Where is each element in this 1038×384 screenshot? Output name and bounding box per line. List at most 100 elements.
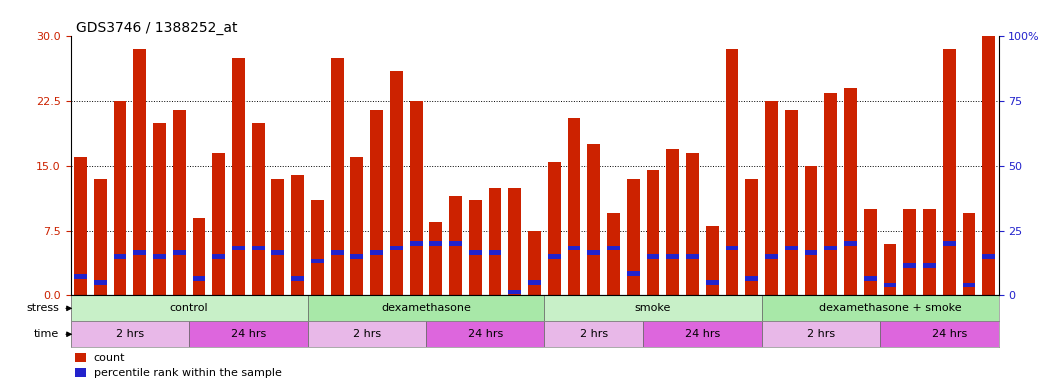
Bar (607, 214, 620, 295)
Bar (923, 209, 936, 295)
Text: 2 hrs: 2 hrs (353, 329, 381, 339)
Bar (311, 200, 324, 295)
Bar (172, 110, 186, 295)
Bar (607, 246, 620, 250)
Bar (883, 243, 897, 295)
Bar (307, 295, 545, 321)
Bar (647, 170, 659, 295)
Bar (864, 209, 877, 295)
Bar (726, 50, 738, 295)
Text: 2 hrs: 2 hrs (807, 329, 835, 339)
Text: percentile rank within the sample: percentile rank within the sample (93, 368, 281, 378)
Bar (71, 295, 307, 321)
Bar (548, 162, 561, 295)
Bar (844, 241, 857, 246)
Bar (962, 214, 976, 295)
Bar (568, 119, 580, 295)
Bar (864, 276, 877, 281)
Bar (943, 50, 956, 295)
Bar (903, 209, 917, 295)
Bar (548, 254, 561, 259)
Bar (686, 153, 699, 295)
Bar (785, 110, 797, 295)
Bar (331, 250, 344, 255)
Text: 2 hrs: 2 hrs (580, 329, 608, 339)
Bar (923, 263, 936, 268)
Bar (133, 50, 146, 295)
Bar (93, 280, 107, 285)
Bar (75, 353, 86, 362)
Bar (449, 241, 462, 246)
Bar (762, 321, 880, 347)
Bar (430, 241, 442, 246)
Bar (430, 222, 442, 295)
Bar (307, 321, 426, 347)
Bar (627, 271, 639, 276)
Bar (528, 280, 541, 285)
Bar (982, 36, 995, 295)
Bar (113, 254, 127, 259)
Text: 24 hrs: 24 hrs (467, 329, 502, 339)
Bar (74, 274, 87, 279)
Bar (252, 123, 265, 295)
Bar (74, 157, 87, 295)
Bar (726, 246, 738, 250)
Bar (390, 71, 403, 295)
Bar (469, 250, 482, 255)
Bar (390, 246, 403, 250)
Bar (272, 250, 284, 255)
Bar (331, 58, 344, 295)
Bar (545, 295, 762, 321)
Bar (883, 283, 897, 288)
Bar (351, 157, 363, 295)
Bar (71, 321, 189, 347)
Bar (785, 246, 797, 250)
Text: 2 hrs: 2 hrs (116, 329, 144, 339)
Text: count: count (93, 353, 126, 363)
Text: smoke: smoke (635, 303, 672, 313)
Bar (489, 250, 501, 255)
Bar (410, 241, 422, 246)
Bar (489, 187, 501, 295)
Bar (153, 123, 166, 295)
Bar (745, 276, 758, 281)
Bar (880, 321, 1018, 347)
Bar (666, 254, 679, 259)
Bar (588, 144, 600, 295)
Bar (844, 88, 857, 295)
Bar (647, 254, 659, 259)
Bar (706, 226, 718, 295)
Bar (192, 218, 206, 295)
Bar (765, 254, 777, 259)
Bar (903, 263, 917, 268)
Bar (351, 254, 363, 259)
Bar (231, 58, 245, 295)
Bar (644, 321, 762, 347)
Bar (189, 321, 307, 347)
Text: stress: stress (27, 303, 59, 313)
Bar (153, 254, 166, 259)
Bar (509, 290, 521, 295)
Bar (627, 179, 639, 295)
Bar (509, 187, 521, 295)
Bar (962, 283, 976, 288)
Bar (469, 200, 482, 295)
Bar (371, 110, 383, 295)
Bar (666, 149, 679, 295)
Bar (449, 196, 462, 295)
Bar (426, 321, 545, 347)
Bar (765, 101, 777, 295)
Bar (824, 93, 838, 295)
Bar (706, 280, 718, 285)
Text: GDS3746 / 1388252_at: GDS3746 / 1388252_at (76, 21, 238, 35)
Bar (192, 276, 206, 281)
Bar (545, 321, 644, 347)
Bar (113, 101, 127, 295)
Bar (172, 250, 186, 255)
Bar (292, 276, 304, 281)
Text: time: time (34, 329, 59, 339)
Bar (410, 101, 422, 295)
Bar (745, 179, 758, 295)
Text: 24 hrs: 24 hrs (685, 329, 720, 339)
Bar (311, 258, 324, 263)
